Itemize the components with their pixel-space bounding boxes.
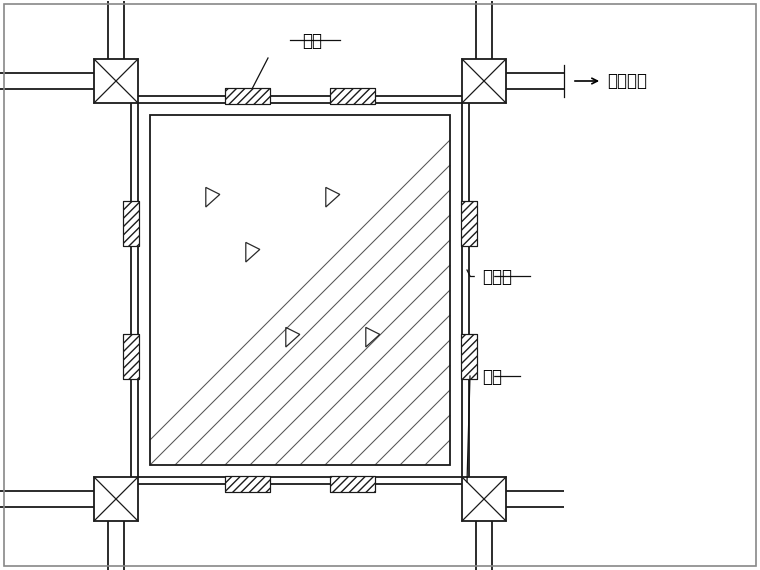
Bar xyxy=(94,477,138,521)
Bar xyxy=(461,201,477,246)
Bar xyxy=(225,476,270,492)
Bar xyxy=(123,201,139,246)
Bar xyxy=(461,334,477,379)
Bar xyxy=(123,334,139,379)
Text: 连向立杆: 连向立杆 xyxy=(607,72,647,90)
Bar xyxy=(150,115,450,465)
Bar xyxy=(462,59,506,103)
Text: 垫木: 垫木 xyxy=(302,32,322,50)
Bar xyxy=(330,88,375,104)
Bar xyxy=(462,477,506,521)
Bar xyxy=(225,88,270,104)
Bar xyxy=(461,334,477,379)
Bar xyxy=(225,88,270,104)
Bar xyxy=(123,334,139,379)
Bar xyxy=(131,96,469,484)
Bar xyxy=(138,103,462,477)
Bar xyxy=(330,476,375,492)
Bar xyxy=(225,476,270,492)
Bar xyxy=(150,115,450,465)
Bar xyxy=(330,476,375,492)
Bar xyxy=(94,59,138,103)
Bar xyxy=(461,201,477,246)
Text: 短锂管: 短锂管 xyxy=(482,268,512,286)
Bar xyxy=(330,88,375,104)
Bar xyxy=(123,201,139,246)
Text: 扣件: 扣件 xyxy=(482,368,502,386)
